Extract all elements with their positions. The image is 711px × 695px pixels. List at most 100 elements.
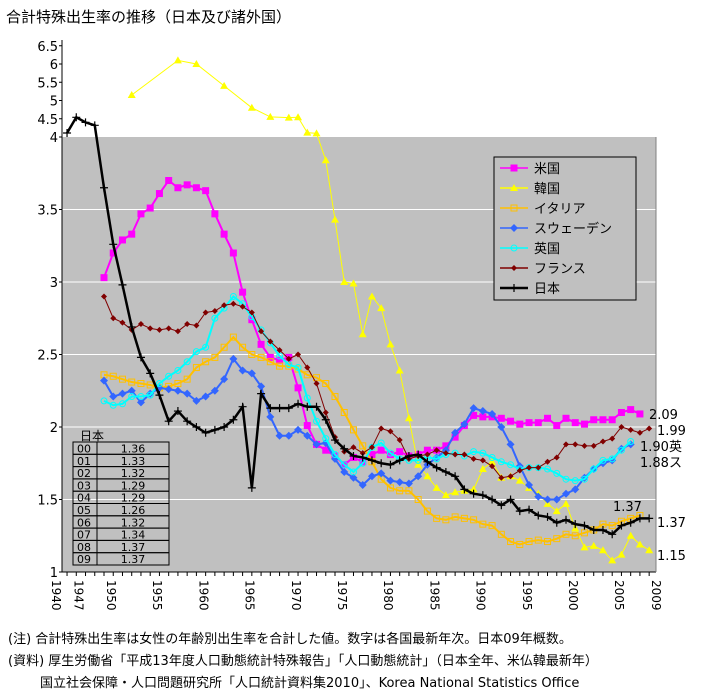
marker-triangle: [331, 215, 339, 223]
marker-triangle: [617, 550, 626, 558]
marker-triangle: [635, 540, 644, 548]
marker-triangle: [451, 488, 460, 496]
table-year: 00: [77, 443, 91, 456]
marker-open-square: [470, 516, 478, 524]
marker-triangle: [284, 113, 293, 121]
marker-plus: [432, 463, 441, 472]
x-tick-label: 1970: [289, 580, 303, 611]
marker-plus: [589, 525, 598, 534]
footnote-source: (資料) 厚生労働省「平成13年度人口動態統計特殊報告」「人口動態統計」（日本全…: [8, 654, 598, 669]
marker-square: [553, 422, 561, 430]
marker-diamond: [248, 309, 255, 316]
marker-diamond: [192, 396, 201, 405]
marker-plus: [275, 404, 284, 413]
marker-open-square: [553, 535, 561, 543]
marker-square: [636, 410, 644, 418]
marker-triangle: [349, 279, 358, 287]
marker-circle: [349, 468, 357, 476]
y-tick-label: 6: [50, 58, 58, 73]
marker-plus: [525, 505, 534, 514]
marker-diamond: [266, 412, 275, 421]
marker-diamond: [165, 325, 172, 332]
marker-square: [479, 413, 487, 421]
marker-diamond: [571, 485, 580, 494]
marker-triangle: [247, 103, 256, 111]
y-tick-label: 4: [50, 131, 58, 146]
marker-triangle: [552, 507, 561, 515]
marker-diamond: [229, 354, 238, 363]
marker-diamond: [127, 386, 136, 395]
marker-triangle: [432, 483, 441, 491]
marker-triangle: [266, 112, 275, 120]
table-year: 02: [77, 467, 91, 480]
marker-open-square: [322, 380, 330, 387]
marker-square: [627, 406, 635, 414]
marker-diamond: [511, 265, 517, 271]
marker-circle: [155, 380, 163, 387]
marker-plus: [312, 402, 321, 411]
line-chart: 1 1.5 2 2.5 3 3.5 4 4.5 5 5.5 6 6.5 1940 1947 1950 1955…: [37, 40, 686, 611]
value-annotation: 1.99: [657, 424, 686, 439]
marker-square: [368, 451, 376, 459]
marker-plus: [377, 459, 386, 468]
marker-circle: [211, 314, 219, 322]
x-tick-label: 1947: [71, 580, 85, 611]
marker-plus: [349, 452, 358, 460]
marker-diamond: [553, 454, 560, 461]
marker-triangle: [395, 366, 404, 374]
marker-diamond: [599, 438, 606, 445]
marker-plus: [284, 404, 293, 413]
marker-diamond: [377, 469, 386, 478]
marker-plus: [321, 415, 330, 424]
marker-square: [442, 442, 450, 450]
marker-square: [608, 416, 616, 424]
value-annotation: 1.90英: [640, 440, 682, 455]
marker-circle: [507, 461, 515, 469]
marker-diamond: [285, 355, 292, 362]
marker-plus: [645, 514, 654, 523]
marker-plus: [598, 525, 607, 534]
marker-square: [257, 340, 265, 348]
marker-diamond: [590, 442, 597, 449]
marker-plus: [423, 457, 432, 466]
marker-diamond: [498, 474, 505, 481]
marker-diamond: [489, 463, 496, 470]
marker-triangle: [515, 476, 524, 484]
series-line: [103, 356, 632, 501]
marker-open-square: [220, 343, 228, 351]
y-tick-label: 5: [50, 95, 58, 110]
marker-square: [534, 419, 542, 427]
marker-diamond: [193, 322, 200, 329]
marker-plus: [552, 518, 561, 527]
marker-diamond: [211, 308, 218, 314]
legend-label: 米国: [534, 162, 560, 177]
marker-plus: [183, 417, 192, 426]
marker-open-square: [433, 514, 441, 522]
marker-open-square: [331, 393, 339, 401]
marker-diamond: [156, 326, 163, 333]
marker-diamond: [451, 428, 460, 437]
marker-open-square: [516, 540, 524, 548]
marker-diamond: [535, 464, 542, 471]
marker-plus: [303, 402, 312, 411]
marker-circle: [340, 461, 348, 469]
marker-open-square: [109, 372, 117, 380]
marker-square: [470, 411, 478, 419]
marker-plus: [488, 495, 497, 504]
marker-open-square: [183, 375, 191, 383]
table-value: 1.34: [121, 529, 146, 542]
marker-plus: [146, 369, 155, 378]
marker-diamond: [100, 376, 108, 385]
marker-triangle: [367, 292, 376, 300]
marker-diamond: [563, 441, 569, 448]
value-annotation: 2.09: [649, 408, 678, 423]
marker-open-square: [276, 362, 284, 370]
marker-open-square: [349, 426, 357, 434]
marker-diamond: [275, 431, 284, 440]
marker-open-square: [562, 530, 570, 538]
marker-plus: [451, 472, 460, 481]
y-tick-label: 3.5: [37, 204, 58, 219]
series-line: [65, 115, 650, 536]
